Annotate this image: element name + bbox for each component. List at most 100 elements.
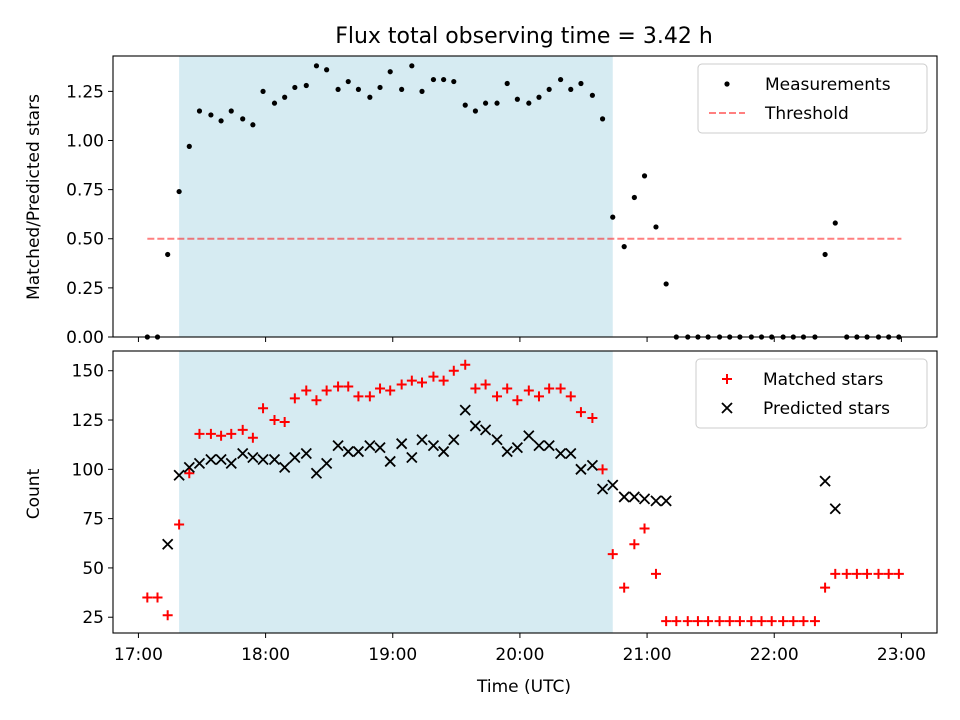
matched-star-marker xyxy=(851,568,862,579)
bottom-x-tick-label: 20:00 xyxy=(495,645,544,665)
measurement-point xyxy=(176,188,182,195)
predicted-star-marker xyxy=(459,404,471,416)
matched-star-marker xyxy=(470,383,481,394)
measurement-point xyxy=(240,116,246,122)
measurement-point xyxy=(462,102,468,108)
measurement-point xyxy=(345,78,351,85)
predicted-star-marker xyxy=(257,453,269,466)
bottom-y-tick-label: 100 xyxy=(72,460,104,480)
matched-star-marker xyxy=(766,616,777,627)
top-y-tick-label: 0.00 xyxy=(66,328,104,348)
predicted-star-marker xyxy=(364,440,376,452)
bottom-x-tick-label: 19:00 xyxy=(368,645,417,665)
predicted-star-marker xyxy=(416,434,428,446)
top-panel: 0.00 0.25 0.50 0.75 1.00 1.25 Measurements Thre… xyxy=(66,55,938,348)
bottom-y-tick-label: 125 xyxy=(72,411,104,431)
matched-star-marker xyxy=(639,523,650,534)
bottom-y-tick-label: 50 xyxy=(82,559,104,579)
legend-marker-matched xyxy=(722,374,732,384)
top-series-measurements xyxy=(144,63,902,340)
matched-star-marker xyxy=(798,616,809,627)
predicted-star-marker xyxy=(511,441,524,454)
matched-star-marker xyxy=(724,616,735,627)
measurement-point xyxy=(165,251,171,258)
predicted-star-marker xyxy=(289,451,301,464)
matched-star-marker xyxy=(289,393,300,404)
measurement-point xyxy=(282,94,288,100)
matched-star-marker xyxy=(778,616,789,627)
matched-star-marker xyxy=(619,582,630,593)
predicted-star-marker xyxy=(575,463,587,475)
matched-star-marker xyxy=(682,616,693,627)
predicted-star-marker xyxy=(829,503,841,515)
matched-star-marker xyxy=(629,539,640,550)
predicted-star-marker xyxy=(193,457,206,470)
predicted-star-marker xyxy=(279,461,291,473)
matched-star-marker xyxy=(184,468,195,479)
measurement-point xyxy=(546,86,552,93)
measurement-point xyxy=(663,281,669,287)
legend-marker-measurements xyxy=(724,81,730,87)
legend-box xyxy=(695,358,928,429)
predicted-star-marker xyxy=(596,483,609,495)
matched-star-marker xyxy=(893,568,904,579)
matched-star-marker xyxy=(703,616,714,627)
measurement-point xyxy=(196,108,203,114)
top-y-tick-label: 1.25 xyxy=(66,82,104,102)
predicted-star-marker xyxy=(215,453,227,466)
predicted-star-marker xyxy=(819,475,831,487)
predicted-star-marker xyxy=(237,447,249,460)
matched-star-marker xyxy=(174,519,185,530)
predicted-star-marker xyxy=(437,445,450,458)
matched-star-marker xyxy=(448,365,459,376)
matched-star-marker xyxy=(862,568,873,579)
matched-star-marker xyxy=(258,403,269,414)
measurement-point xyxy=(441,76,447,83)
bottom-x-tick-label: 21:00 xyxy=(623,645,672,665)
matched-star-marker xyxy=(544,383,555,394)
predicted-star-marker xyxy=(533,440,545,452)
matched-star-marker xyxy=(460,359,471,370)
matched-star-marker xyxy=(746,616,757,627)
matched-star-marker xyxy=(438,375,449,386)
matched-star-marker xyxy=(301,385,312,396)
predicted-star-marker xyxy=(628,491,640,503)
bottom-observing-window xyxy=(179,351,613,633)
predicted-star-marker xyxy=(565,447,577,460)
bottom-y-tick-label: 75 xyxy=(82,510,104,530)
top-y-tick-label: 0.25 xyxy=(66,279,104,299)
matched-star-marker xyxy=(809,616,820,627)
matched-star-marker xyxy=(311,395,322,406)
predicted-star-marker xyxy=(638,493,651,505)
top-legend: Measurements Threshold xyxy=(697,63,928,134)
matched-star-marker xyxy=(512,395,523,406)
matched-star-marker xyxy=(607,549,618,560)
predicted-star-marker xyxy=(660,495,672,507)
measurement-point xyxy=(504,80,510,87)
predicted-star-marker xyxy=(479,424,492,436)
measurement-point xyxy=(228,108,234,114)
top-observing-window xyxy=(179,56,613,337)
measurement-point xyxy=(303,82,309,89)
bottom-axes-frame xyxy=(112,350,938,634)
matched-star-marker xyxy=(385,385,396,396)
top-y-axis-label: Matched/Predicted stars xyxy=(24,94,44,300)
measurement-point xyxy=(599,116,606,122)
matched-star-marker xyxy=(883,568,894,579)
measurement-point xyxy=(292,84,298,91)
matched-star-marker xyxy=(587,413,598,424)
top-axes-frame xyxy=(112,55,938,338)
matched-star-marker xyxy=(502,383,513,394)
matched-star-marker xyxy=(650,568,661,579)
predicted-star-marker xyxy=(268,453,281,466)
measurement-point xyxy=(526,100,532,106)
predicted-star-marker xyxy=(320,457,333,470)
measurement-point xyxy=(558,76,564,83)
predicted-star-marker xyxy=(332,440,344,452)
predicted-star-marker xyxy=(247,451,259,464)
matched-star-marker xyxy=(152,592,163,603)
matched-star-marker xyxy=(375,383,386,394)
matched-star-marker xyxy=(597,464,608,475)
matched-star-marker xyxy=(820,582,831,593)
top-y-tick-label: 0.75 xyxy=(66,181,104,201)
